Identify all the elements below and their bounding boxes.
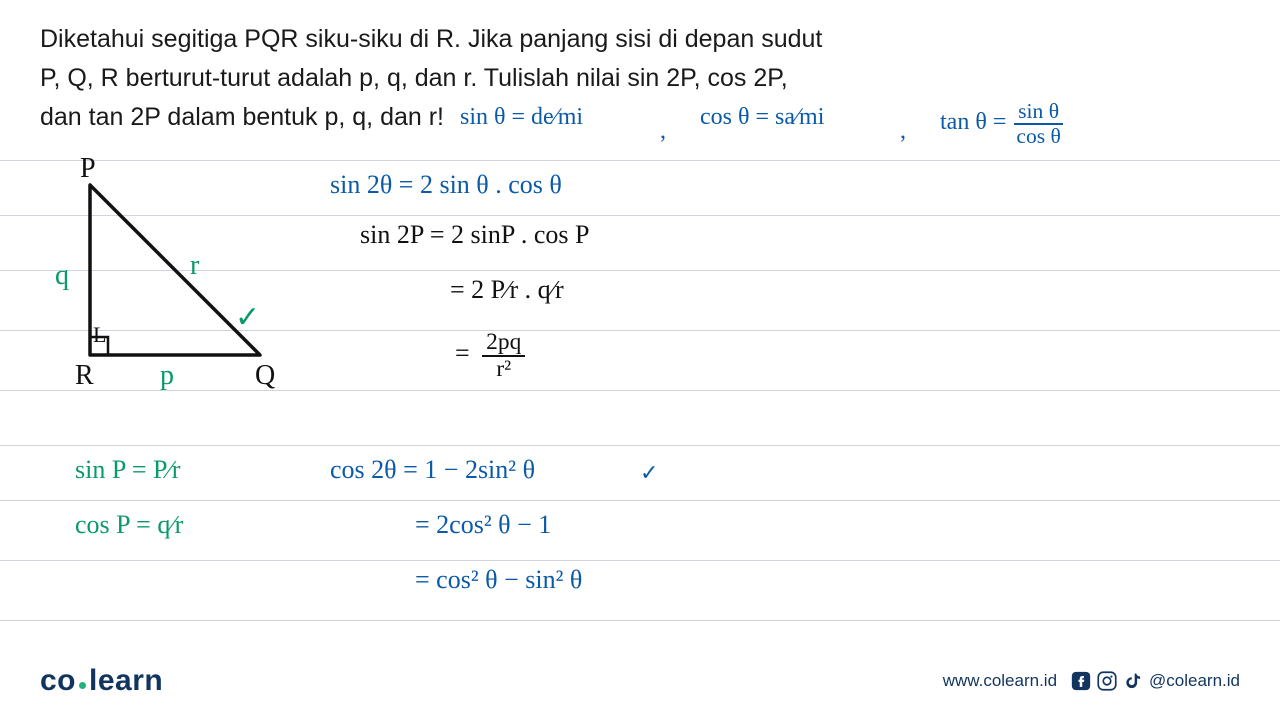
check-icon: ✓ — [235, 300, 260, 335]
side-r: r — [190, 250, 199, 282]
triangle-svg — [60, 165, 290, 385]
social-handle: @colearn.id — [1149, 671, 1240, 691]
work-sin2p: sin 2P = 2 sinP . cos P — [360, 220, 589, 250]
instagram-icon — [1097, 671, 1117, 691]
ruled-line — [0, 560, 1280, 561]
result-num: 2pq — [482, 330, 525, 357]
identity-cos2t-3: = cos² θ − sin² θ — [415, 565, 582, 595]
work-step-3: = 2pq r² — [455, 330, 525, 381]
problem-line-1: Diketahui segitiga PQR siku-siku di R. J… — [40, 25, 822, 53]
tan-num: sin θ — [1014, 100, 1063, 125]
comma: , — [900, 118, 906, 145]
footer-right: www.colearn.id @colearn.id — [943, 671, 1240, 691]
tan-lhs: tan θ = — [940, 109, 1006, 135]
ruled-line — [0, 390, 1280, 391]
result-den: r² — [492, 357, 515, 382]
problem-line-2: P, Q, R berturut-turut adalah p, q, dan … — [40, 64, 788, 92]
identity-sin2t: sin 2θ = 2 sin θ . cos θ — [330, 170, 562, 200]
facebook-icon — [1071, 671, 1091, 691]
check-icon: ✓ — [640, 460, 658, 486]
footer: co learn www.colearn.id @colearn.id — [40, 664, 1240, 698]
vertex-r: R — [75, 360, 94, 392]
social-group: @colearn.id — [1071, 671, 1240, 691]
tan-den: cos θ — [1012, 125, 1065, 148]
vertex-p: P — [80, 153, 96, 185]
def-cos-p: cos P = q∕r — [75, 510, 183, 540]
ruled-line — [0, 500, 1280, 501]
work-step-2: = 2 P∕r . q∕r — [450, 275, 564, 305]
side-q: q — [55, 260, 69, 292]
tiktok-icon — [1123, 671, 1143, 691]
triangle-diagram: P R Q q p r ✓ L — [60, 165, 290, 385]
identity-cos2t-2: = 2cos² θ − 1 — [415, 510, 551, 540]
formula-cos-def: cos θ = sa∕mi — [700, 104, 824, 131]
problem-line-3: dan tan 2P dalam bentuk p, q, dan r! — [40, 103, 444, 131]
def-sin-p: sin P = P∕r — [75, 455, 180, 485]
logo-dot-icon — [79, 682, 86, 689]
formula-sin-def: sin θ = de∕mi — [460, 104, 583, 131]
vertex-q: Q — [255, 360, 275, 392]
side-p: p — [160, 360, 174, 392]
brand-logo: co learn — [40, 664, 163, 698]
right-angle-label: L — [93, 322, 106, 348]
tan-fraction: sin θ cos θ — [1012, 100, 1065, 147]
eq: = — [455, 339, 470, 368]
formula-tan-def: tan θ = sin θ cos θ — [940, 100, 1065, 147]
result-fraction: 2pq r² — [482, 330, 525, 381]
logo-co: co — [40, 664, 76, 698]
logo-learn: learn — [89, 664, 163, 698]
ruled-line — [0, 620, 1280, 621]
comma: , — [660, 118, 666, 145]
ruled-line — [0, 160, 1280, 161]
identity-cos2t-1: cos 2θ = 1 − 2sin² θ — [330, 455, 535, 485]
ruled-line — [0, 445, 1280, 446]
footer-url: www.colearn.id — [943, 671, 1057, 691]
